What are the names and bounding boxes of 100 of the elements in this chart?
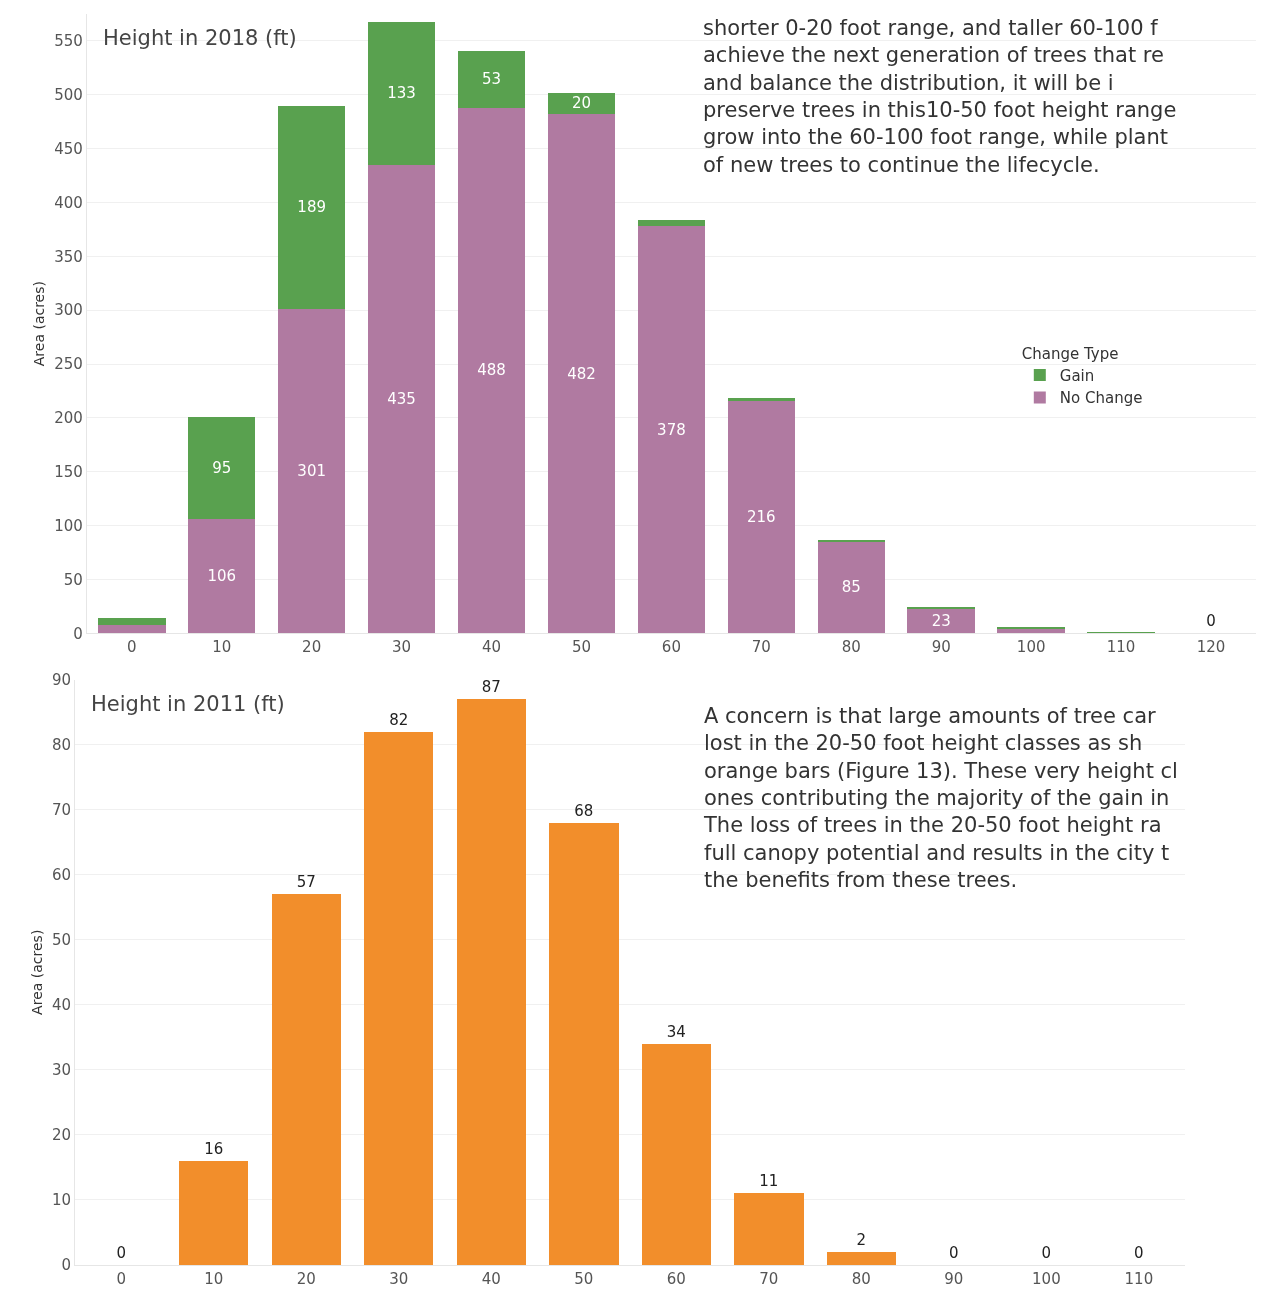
bar — [817, 541, 886, 634]
bar — [457, 107, 526, 634]
x-tick-label: 110 — [1124, 1270, 1154, 1288]
annotation: A concern is that large amounts of tree car lost in the 20-50 foot height classes as sh orange bars (Figure 13). These very height cl ones contributing the majority of the gain in The loss of trees in the 20-50 foot height ra full canopy potential and results in the city t the benefits from these trees. — [703, 704, 1178, 892]
bar — [271, 894, 341, 1265]
y-tick-label: 0 — [61, 1256, 71, 1275]
x-tick-label: 40 — [481, 1270, 501, 1288]
y-tick-label: 300 — [54, 301, 83, 320]
y-tick-label: 50 — [51, 930, 71, 949]
x-tick-label: 50 — [574, 1270, 594, 1288]
data-label: 106 — [207, 567, 237, 586]
data-label: 87 — [481, 678, 501, 697]
data-label: 488 — [477, 361, 506, 380]
x-tick-label: 100 — [1016, 638, 1046, 657]
y-tick-label: 10 — [51, 1191, 71, 1210]
data-label: 68 — [574, 801, 594, 820]
bar — [907, 608, 975, 634]
data-label: 435 — [387, 390, 416, 409]
x-tick-label: 50 — [571, 638, 592, 657]
data-label: 189 — [297, 198, 326, 217]
x-tick-label: 100 — [1032, 1270, 1061, 1288]
text: Height in 2018 (ft) — [103, 26, 297, 50]
y-tick-label: 550 — [54, 32, 83, 51]
y-tick-label: 150 — [54, 462, 83, 481]
data-label: 23 — [931, 611, 951, 630]
text: Height in 2011 (ft) — [91, 692, 285, 716]
data-label: 95 — [212, 458, 232, 477]
x-tick-label: 40 — [481, 638, 502, 657]
data-label: 378 — [657, 420, 686, 439]
y-tick-label: 0 — [73, 624, 83, 643]
x-tick-label: 90 — [944, 1270, 964, 1288]
data-label: 82 — [389, 710, 409, 729]
x-tick-label: 0 — [116, 1270, 127, 1288]
bar — [456, 699, 526, 1265]
bar — [549, 822, 619, 1265]
bar — [187, 519, 256, 634]
y-tick-label: 400 — [54, 193, 83, 212]
bar — [367, 21, 436, 165]
bar — [457, 50, 526, 108]
bar — [727, 398, 796, 401]
data-label: 482 — [567, 364, 596, 383]
bar — [641, 1043, 712, 1265]
y-axis-title: Area (acres) — [28, 929, 45, 1015]
data-label: 216 — [747, 507, 776, 526]
y-tick-label: 30 — [51, 1061, 71, 1080]
x-tick-label: 30 — [389, 1270, 409, 1288]
bar — [98, 618, 166, 625]
x-tick-label: 0 — [127, 638, 137, 657]
legend-label: No Change — [1059, 389, 1143, 408]
x-tick-label: 20 — [296, 1270, 316, 1288]
y-tick-label: 70 — [51, 800, 71, 819]
data-label: 0 — [1041, 1244, 1052, 1262]
x-tick-label: 120 — [1196, 638, 1226, 657]
bar — [364, 731, 434, 1265]
data-label: 0 — [116, 1244, 127, 1262]
bar — [637, 226, 706, 634]
bar — [997, 628, 1065, 634]
data-label: 85 — [841, 578, 861, 597]
data-label: 0 — [1206, 612, 1216, 631]
bar — [367, 164, 436, 634]
data-label: 2 — [856, 1230, 867, 1249]
data-label: 34 — [666, 1022, 686, 1041]
x-tick-label: 80 — [851, 1270, 871, 1288]
y-tick-label: 90 — [51, 670, 71, 689]
bar — [727, 400, 796, 634]
y-tick-label: 50 — [63, 570, 83, 589]
y-axis-title: Area (acres) — [30, 281, 47, 367]
x-tick-label: 70 — [751, 638, 771, 657]
bar — [187, 416, 256, 520]
bar — [637, 219, 706, 227]
x-tick-label: 110 — [1106, 638, 1136, 657]
x-tick-label: 20 — [302, 638, 322, 657]
x-tick-label: 30 — [392, 638, 412, 657]
data-label: 301 — [297, 462, 326, 481]
bar — [547, 114, 616, 634]
legend-label: Gain — [1059, 366, 1095, 385]
bar — [277, 309, 346, 634]
x-tick-label: 80 — [841, 638, 861, 657]
x-tick-label: 10 — [204, 1270, 224, 1288]
data-label: 16 — [204, 1139, 224, 1158]
bar — [826, 1251, 897, 1265]
y-tick-label: 350 — [54, 247, 83, 266]
data-label: 0 — [1134, 1244, 1144, 1262]
x-tick-label: 70 — [759, 1270, 779, 1288]
y-tick-label: 250 — [54, 355, 83, 374]
y-tick-label: 100 — [54, 516, 83, 535]
x-tick-label: 60 — [661, 638, 681, 657]
x-tick-label: 90 — [931, 638, 951, 657]
y-tick-label: 500 — [54, 86, 83, 105]
y-tick-label: 60 — [51, 865, 71, 884]
bar — [734, 1193, 804, 1265]
legend-title: Change Type — [1021, 344, 1119, 363]
data-label: 20 — [571, 94, 592, 113]
bar — [98, 624, 166, 634]
bar — [179, 1160, 249, 1265]
y-tick-label: 40 — [51, 996, 71, 1015]
annotation: shorter 0-20 foot range, and taller 60-100 f achieve the next generation of trees that re and balance the distribution, it will be i preserve trees in this10-50 foot height range grow into the 60-100 foot range, while plant of new trees to continue the lifecycle. — [703, 16, 1177, 177]
y-tick-label: 450 — [54, 139, 83, 158]
bar — [277, 105, 346, 310]
y-tick-label: 200 — [54, 409, 83, 428]
